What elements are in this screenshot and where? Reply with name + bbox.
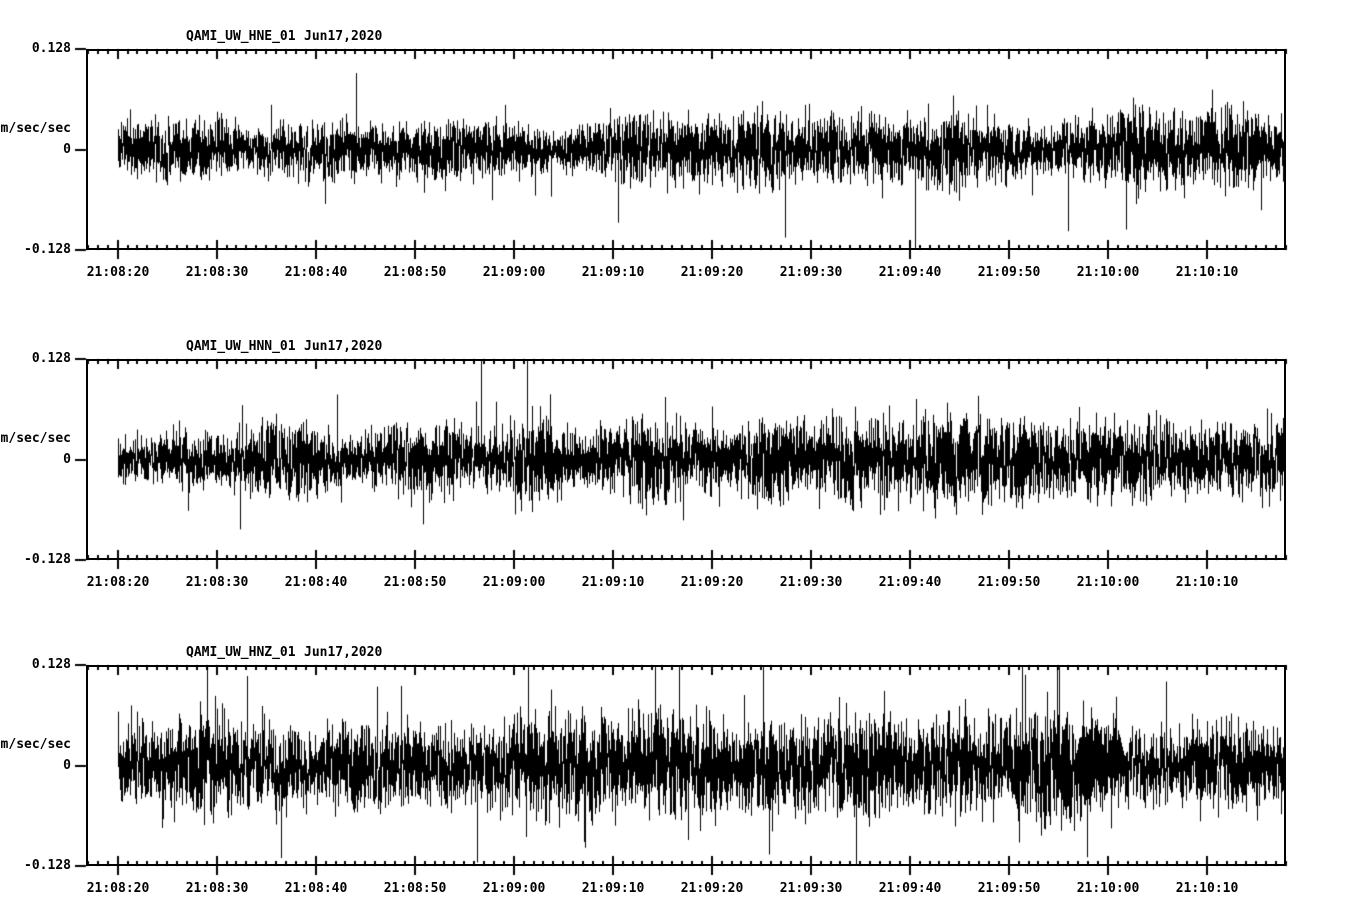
x-axis-tick-label: 21:08:50 [383,575,447,590]
x-axis-tick-label: 21:08:50 [383,881,447,896]
y-axis-min-label-hnn: -0.128 [24,552,71,567]
x-axis-tick-label: 21:09:40 [878,265,942,280]
x-axis-tick-label: 21:09:30 [779,881,843,896]
y-axis-zero-label-hne: 0 [63,141,71,157]
panel-date-hne: Jun17,2020 [304,29,383,44]
waveform-trace-hnz [88,667,1284,864]
panel-date-hnn: Jun17,2020 [304,339,383,354]
x-axis-tick-label: 21:10:10 [1175,575,1239,590]
x-axis-tick-label: 21:10:10 [1175,881,1239,896]
x-axis-tick-label: 21:09:20 [680,881,744,896]
y-axis-max-label-hne: 0.128 [31,41,71,56]
x-axis-tick-label: 21:10:10 [1175,265,1239,280]
x-axis-tick-label: 21:09:10 [581,265,645,280]
panel-date-hnz: Jun17,2020 [304,645,383,660]
x-axis-tick-label: 21:09:40 [878,881,942,896]
x-axis-tick-label: 21:09:20 [680,265,744,280]
y-axis-units-label-hne: cm/sec/sec [0,120,71,136]
x-axis-tick-label: 21:09:00 [482,881,546,896]
y-axis-units-label-hnz: cm/sec/sec [0,736,71,752]
x-axis-tick-label: 21:08:40 [284,265,348,280]
x-axis-tick-label: 21:08:40 [284,881,348,896]
x-axis-tick-label: 21:09:50 [977,575,1041,590]
x-axis-tick-label: 21:09:00 [482,265,546,280]
x-axis-tick-label: 21:09:00 [482,575,546,590]
x-axis-tick-label: 21:08:30 [185,265,249,280]
x-axis-tick-label: 21:08:40 [284,575,348,590]
waveform-trace-hne [88,51,1284,248]
y-axis-units-label-hnn: cm/sec/sec [0,430,71,446]
panel-title-hnz: QAMI_UW_HNZ_01 [186,645,296,660]
x-axis-tick-label: 21:09:40 [878,575,942,590]
x-axis-tick-label: 21:09:50 [977,881,1041,896]
y-axis-max-label-hnn: 0.128 [31,351,71,366]
x-axis-tick-label: 21:08:50 [383,265,447,280]
x-axis-tick-label: 21:10:00 [1076,881,1140,896]
x-axis-tick-label: 21:08:20 [86,575,150,590]
x-axis-tick-label: 21:08:30 [185,881,249,896]
x-axis-tick-label: 21:09:50 [977,265,1041,280]
y-axis-zero-label-hnz: 0 [63,757,71,773]
x-axis-tick-label: 21:09:30 [779,575,843,590]
panel-title-hne: QAMI_UW_HNE_01 [186,29,296,44]
x-axis-tick-label: 21:08:30 [185,575,249,590]
x-axis-tick-label: 21:10:00 [1076,265,1140,280]
x-axis-tick-label: 21:10:00 [1076,575,1140,590]
y-axis-min-label-hnz: -0.128 [24,858,71,873]
x-axis-tick-label: 21:09:20 [680,575,744,590]
x-axis-tick-label: 21:08:20 [86,881,150,896]
y-axis-zero-label-hnn: 0 [63,451,71,467]
x-axis-tick-label: 21:08:20 [86,265,150,280]
x-axis-tick-label: 21:09:10 [581,575,645,590]
y-axis-max-label-hnz: 0.128 [31,657,71,672]
y-axis-min-label-hne: -0.128 [24,242,71,257]
waveform-trace-hnn [88,361,1284,558]
x-axis-tick-label: 21:09:30 [779,265,843,280]
panel-title-hnn: QAMI_UW_HNN_01 [186,339,296,354]
x-axis-tick-label: 21:09:10 [581,881,645,896]
